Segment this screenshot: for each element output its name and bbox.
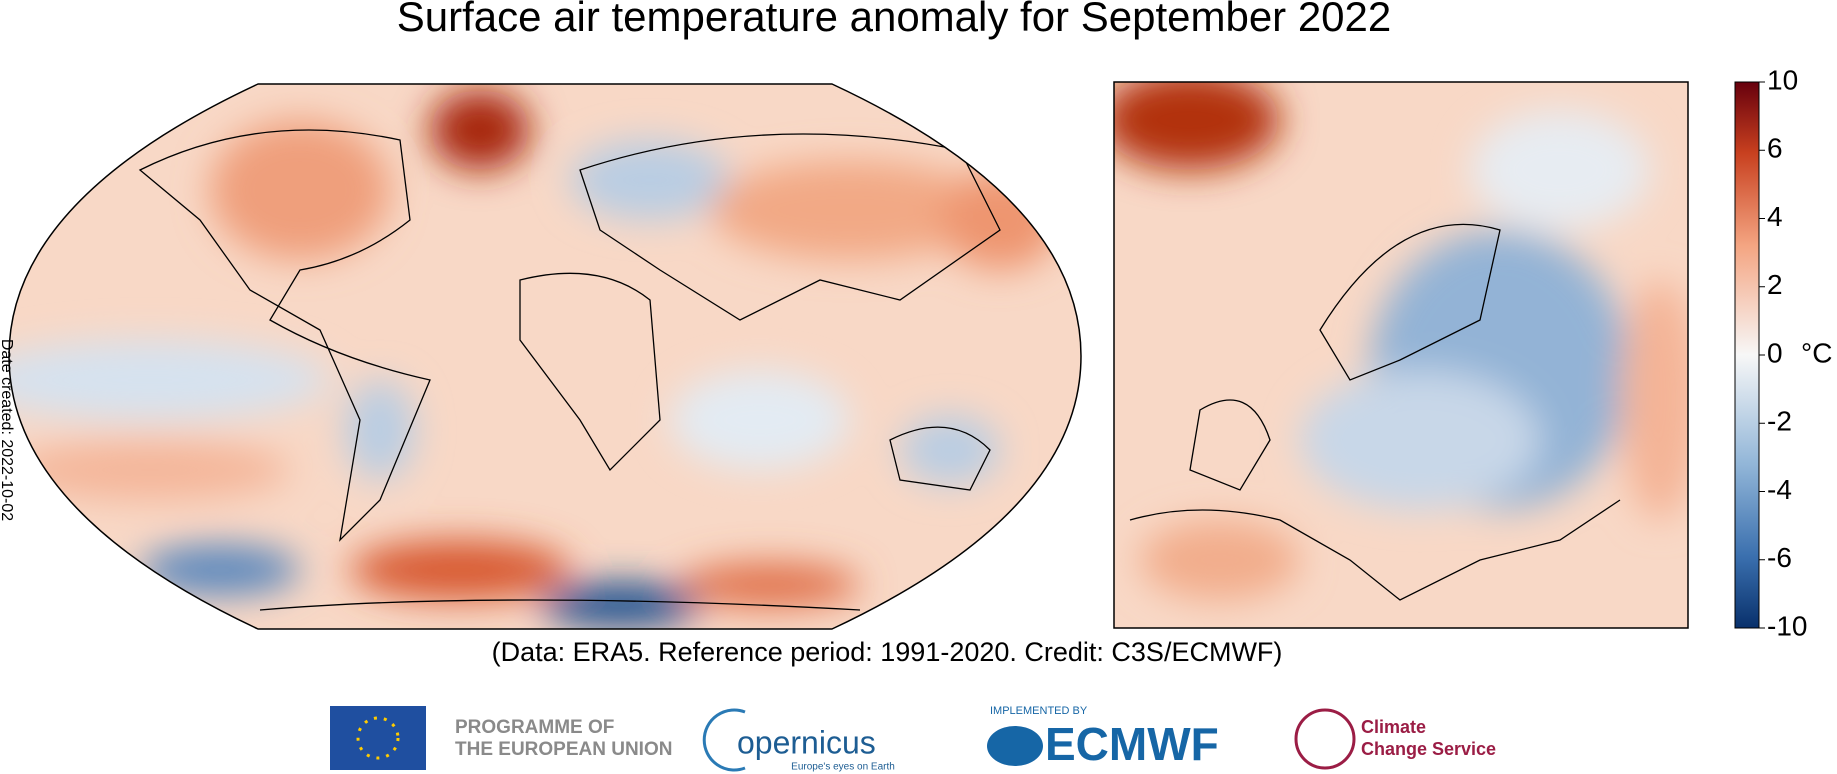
date-created: Date created: 2022-10-02 xyxy=(0,339,15,521)
europe-frame xyxy=(1113,81,1689,629)
eu-text: THE EUROPEAN UNION xyxy=(455,739,672,760)
colorbar-tick-label: 10 xyxy=(1767,64,1798,95)
copernicus-tagline: Europe's eyes on Earth xyxy=(791,762,895,773)
colorbar-tick-label: 6 xyxy=(1767,133,1783,164)
eu-text: PROGRAMME OF xyxy=(455,717,614,738)
colorbar-tick-label: -6 xyxy=(1767,542,1792,573)
world-map xyxy=(9,84,1081,629)
ecmwf-symbol xyxy=(987,726,1043,766)
copernicus-c xyxy=(702,708,746,772)
logos: PROGRAMME OF THE EUROPEAN UNION opernicu… xyxy=(330,705,1496,773)
colorbar-tick-label: 2 xyxy=(1767,269,1783,300)
colorbar-tick-label: 0 xyxy=(1767,337,1783,368)
colorbar-tick-label: -4 xyxy=(1767,474,1792,505)
europe-map xyxy=(1114,82,1688,628)
title: Surface air temperature anomaly for Sept… xyxy=(397,0,1392,40)
c3s-text: Change Service xyxy=(1361,739,1496,759)
ecmwf-text: ECMWF xyxy=(1045,718,1219,770)
colorbar-tick-label: -10 xyxy=(1767,610,1807,641)
colorbar-tick-label: -2 xyxy=(1767,406,1792,437)
colorbar-unit: °C xyxy=(1801,337,1832,368)
colorbar xyxy=(1734,81,1760,629)
c3s-symbol xyxy=(1294,708,1356,770)
world-frame xyxy=(8,83,1082,630)
colorbar-tick-label: 4 xyxy=(1767,201,1783,232)
copernicus-text: opernicus xyxy=(737,724,876,760)
eu-stars xyxy=(356,716,400,760)
eu-flag xyxy=(330,706,426,770)
ecmwf-note: IMPLEMENTED BY xyxy=(990,705,1088,717)
c3s-text: Climate xyxy=(1361,717,1426,737)
credit: (Data: ERA5. Reference period: 1991-2020… xyxy=(492,637,1283,667)
